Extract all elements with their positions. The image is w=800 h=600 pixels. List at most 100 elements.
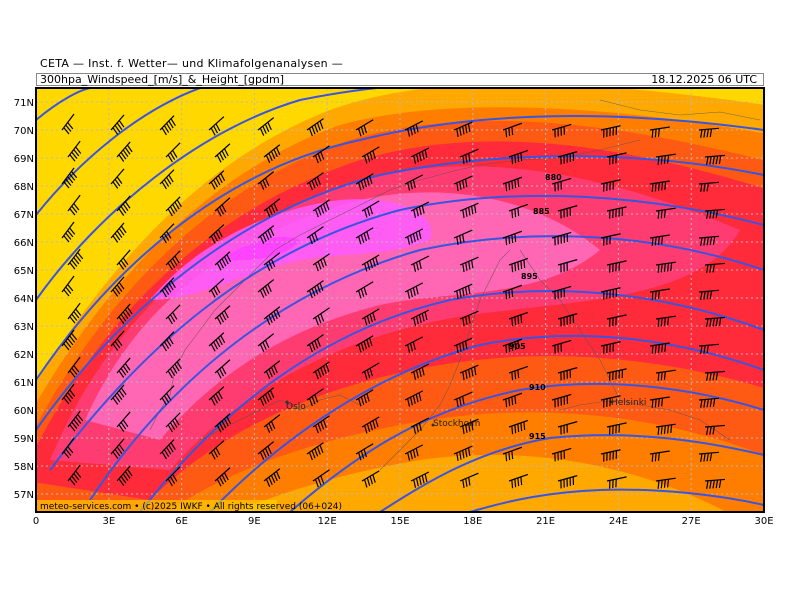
wind-barb <box>502 176 523 192</box>
wind-barb <box>606 314 627 327</box>
wind-barb <box>551 285 572 300</box>
wind-barb <box>312 307 330 326</box>
lon-tick-label: 21E <box>536 516 555 527</box>
wind-barb <box>214 413 232 433</box>
wind-barb <box>110 222 127 243</box>
wind-barb <box>704 478 725 489</box>
wind-barb <box>61 275 75 297</box>
wind-barb <box>502 284 523 300</box>
wind-barb <box>410 147 430 164</box>
wind-barb <box>404 228 424 245</box>
wind-barb <box>698 451 719 462</box>
wind-barb <box>214 359 231 379</box>
wind-barb <box>67 302 82 324</box>
wind-barb <box>459 418 479 435</box>
wind-barb <box>159 331 175 352</box>
map-frame <box>35 87 765 513</box>
wind-barb <box>312 253 330 272</box>
wind-barb <box>655 261 676 273</box>
wind-barb <box>355 119 374 137</box>
wind-barb <box>502 230 523 246</box>
wind-barb <box>263 360 281 379</box>
wind-barb <box>263 414 281 433</box>
wind-barb <box>459 472 479 489</box>
wind-barb <box>600 341 621 354</box>
wind-barb <box>600 233 621 246</box>
wind-barb <box>257 441 275 460</box>
wind-barb <box>410 417 430 434</box>
wind-barb <box>453 283 473 300</box>
wind-barb <box>257 225 275 244</box>
wind-barb <box>508 203 529 219</box>
wind-barb <box>165 142 181 163</box>
lon-axis-labels: 0 3E 6E 9E 12E 15E 18E 21E 24E 27E 30E <box>33 516 774 527</box>
wind-barb <box>159 115 176 136</box>
wind-barb <box>698 289 719 300</box>
wind-barb <box>655 423 676 435</box>
wind-barb <box>165 196 182 217</box>
wind-barb <box>67 194 81 216</box>
wind-barb <box>165 412 181 433</box>
lat-tick-label: 58N <box>14 462 34 473</box>
city-label-helsinki: Helsinki <box>611 398 646 408</box>
wind-barb <box>649 234 670 246</box>
wind-barb <box>361 200 380 218</box>
wind-barb <box>551 447 572 462</box>
wind-barb <box>404 282 424 299</box>
wind-barb <box>208 440 225 460</box>
wind-barb <box>110 384 127 405</box>
wind-barb <box>361 470 380 488</box>
wind-barb <box>404 174 424 191</box>
wind-barb <box>410 309 430 326</box>
wind-barb <box>165 358 182 379</box>
wind-barb <box>67 140 82 162</box>
wind-barb <box>214 143 231 163</box>
wind-barb <box>110 276 125 297</box>
wind-barb <box>116 465 133 486</box>
wind-barb <box>649 342 670 354</box>
lat-tick-label: 62N <box>14 350 34 361</box>
wind-barb <box>67 356 81 378</box>
wind-barb <box>410 363 430 380</box>
wind-barb <box>208 116 225 136</box>
lon-tick-label: 30E <box>754 516 773 527</box>
wind-barb <box>110 114 125 135</box>
wind-barb <box>208 278 225 298</box>
wind-barb <box>61 113 75 135</box>
wind-barb <box>557 313 578 327</box>
wind-barb <box>361 146 380 164</box>
wind-barb <box>312 145 330 164</box>
wind-barb <box>116 411 131 432</box>
wind-barb <box>698 397 719 408</box>
wind-barb <box>649 180 670 192</box>
wind-barb <box>208 386 225 406</box>
wind-barb <box>557 205 578 219</box>
wind-barb <box>306 226 324 245</box>
wind-barb <box>110 438 125 459</box>
wind-barb <box>110 330 125 351</box>
wind-barb <box>306 442 324 461</box>
wind-barb <box>361 416 380 434</box>
wind-barb <box>508 419 529 435</box>
wind-barb <box>551 231 572 246</box>
wind-barb <box>404 390 424 407</box>
wind-barb <box>502 446 523 462</box>
city-marker <box>285 400 289 404</box>
wind-barb <box>704 262 725 273</box>
lon-tick-label: 15E <box>390 516 409 527</box>
contour-label: 915 <box>529 432 546 441</box>
wind-barb <box>67 410 84 432</box>
wind-barb <box>67 248 84 270</box>
lat-tick-label: 71N <box>14 98 34 109</box>
wind-barb <box>404 444 424 461</box>
footer-credit: meteo-services.com • (c)2025 IWKF • All … <box>40 502 342 512</box>
wind-barb <box>257 171 275 190</box>
wind-barb <box>61 383 76 405</box>
lon-tick-label: 9E <box>248 516 261 527</box>
wind-barb <box>159 385 175 406</box>
wind-barb <box>263 306 281 325</box>
wind-barb <box>600 449 621 462</box>
wind-barb <box>67 464 82 486</box>
wind-barb <box>312 361 330 380</box>
wind-barb <box>263 198 281 217</box>
